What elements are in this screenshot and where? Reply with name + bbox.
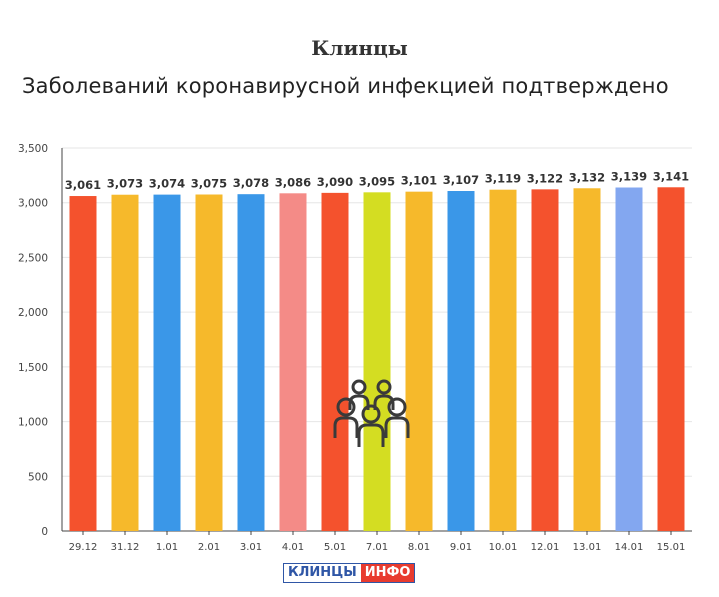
x-tick-label: 1.01 [156,542,178,553]
data-label: 3,095 [359,174,395,188]
x-tick-label: 5.01 [324,542,346,553]
bar [279,193,307,532]
logo-part-2: ИНФО [360,564,415,582]
y-tick-label: 2,500 [18,252,48,264]
data-label: 3,101 [401,174,437,188]
y-tick-label: 2,000 [18,307,48,319]
bar [363,192,391,531]
data-label: 3,119 [485,172,521,186]
data-label: 3,061 [65,178,101,192]
data-label: 3,078 [233,176,269,190]
data-label: 3,139 [611,170,647,184]
logo-part-1: КЛИНЦЫ [284,564,361,582]
x-tick-label: 12.01 [531,542,560,553]
bar [321,192,349,531]
x-tick-label: 4.01 [282,542,304,553]
y-tick-label: 3,000 [18,198,48,210]
bar [657,187,685,531]
bar [405,191,433,532]
bar [573,188,601,531]
bar [447,191,475,531]
x-tick-label: 13.01 [573,542,602,553]
data-label: 3,132 [569,170,605,184]
x-tick-label: 10.01 [489,542,518,553]
data-label: 3,073 [107,177,143,191]
y-tick-label: 0 [41,526,48,538]
x-tick-label: 7.01 [366,542,388,553]
data-label: 3,122 [527,171,563,185]
y-tick-label: 1,500 [18,362,48,374]
x-tick-label: 29.12 [69,542,98,553]
bar [531,189,559,531]
x-tick-label: 14.01 [615,542,644,553]
people-group-icon [333,379,410,447]
x-tick-label: 3.01 [240,542,262,553]
chart-subtitle: Заболеваний коронавирусной инфекцией под… [22,74,669,98]
data-label: 3,090 [317,175,353,189]
x-tick-label: 8.01 [408,542,430,553]
bar [489,189,517,531]
data-label: 3,074 [149,177,185,191]
data-label: 3,141 [653,169,689,183]
bar [237,194,265,531]
bar [153,194,181,531]
data-label: 3,086 [275,175,311,189]
data-label: 3,107 [443,173,479,187]
chart-title: Клинцы [311,36,408,60]
x-tick-label: 31.12 [111,542,140,553]
bar [615,187,643,531]
y-tick-label: 1,000 [18,417,48,429]
x-tick-label: 9.01 [450,542,472,553]
y-tick-label: 500 [28,471,48,483]
bar [111,194,139,531]
x-tick-label: 2.01 [198,542,220,553]
bar [69,196,97,532]
bar [195,194,223,531]
brand-logo: КЛИНЦЫ ИНФО [283,563,416,583]
y-tick-label: 3,500 [18,143,48,155]
data-label: 3,075 [191,177,227,191]
x-tick-label: 15.01 [657,542,686,553]
